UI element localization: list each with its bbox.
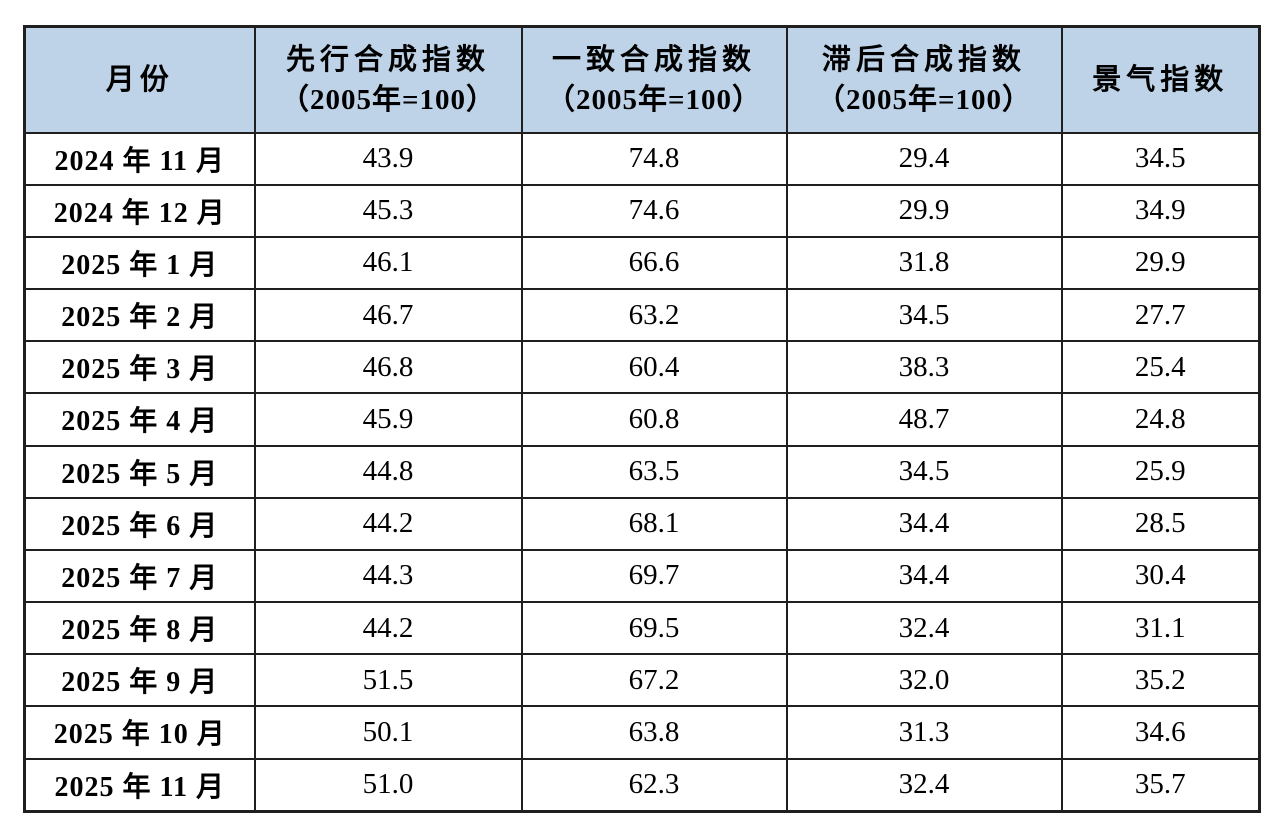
table-body: 2024 年 11 月 43.9 74.8 29.4 34.5 2024 年 1… bbox=[23, 131, 1261, 813]
leading-value-cell: 44.3 bbox=[253, 548, 523, 604]
leading-value-cell: 50.1 bbox=[253, 705, 523, 760]
table-header: 月份 先行合成指数 （2005年=100） 一致合成指数 （2005年=100）… bbox=[23, 25, 1261, 134]
month-cell: 2025 年 8 月 bbox=[23, 601, 256, 656]
month-cell: 2025 年 11 月 bbox=[23, 757, 256, 813]
leading-value-cell: 45.3 bbox=[253, 183, 523, 238]
month-cell: 2025 年 9 月 bbox=[23, 653, 256, 708]
leading-value-cell: 44.2 bbox=[253, 601, 523, 656]
coincident-value-cell: 62.3 bbox=[520, 757, 788, 813]
table-row: 2025 年 6 月 44.2 68.1 34.4 28.5 bbox=[23, 496, 1261, 551]
coincident-value-cell: 60.4 bbox=[520, 340, 788, 395]
col-header-prosperity-index: 景气指数 bbox=[1060, 25, 1261, 134]
coincident-value-cell: 63.2 bbox=[520, 288, 788, 343]
coincident-value-cell: 66.6 bbox=[520, 235, 788, 291]
coincident-value-cell: 63.8 bbox=[520, 705, 788, 760]
lagging-value-cell: 29.9 bbox=[785, 183, 1063, 238]
leading-value-cell: 43.9 bbox=[253, 131, 523, 186]
lagging-value-cell: 32.0 bbox=[785, 653, 1063, 708]
leading-value-cell: 46.1 bbox=[253, 235, 523, 291]
table-row: 2025 年 2 月 46.7 63.2 34.5 27.7 bbox=[23, 288, 1261, 343]
leading-value-cell: 46.8 bbox=[253, 340, 523, 395]
month-cell: 2025 年 4 月 bbox=[23, 392, 256, 447]
col-header-month-label: 月份 bbox=[105, 63, 174, 96]
table-row: 2024 年 12 月 45.3 74.6 29.9 34.9 bbox=[23, 183, 1261, 238]
prosperity-value-cell: 24.8 bbox=[1060, 392, 1261, 447]
col-header-lagging-subtitle: （2005年=100） bbox=[815, 83, 1033, 116]
header-row: 月份 先行合成指数 （2005年=100） 一致合成指数 （2005年=100）… bbox=[23, 25, 1261, 134]
lagging-value-cell: 48.7 bbox=[785, 392, 1063, 447]
col-header-month: 月份 bbox=[23, 25, 256, 134]
coincident-value-cell: 69.5 bbox=[520, 601, 788, 656]
index-data-table: 月份 先行合成指数 （2005年=100） 一致合成指数 （2005年=100）… bbox=[23, 25, 1261, 813]
lagging-value-cell: 31.3 bbox=[785, 705, 1063, 760]
leading-value-cell: 44.8 bbox=[253, 444, 523, 499]
month-cell: 2025 年 7 月 bbox=[23, 548, 256, 604]
coincident-value-cell: 68.1 bbox=[520, 496, 788, 551]
table-row: 2025 年 8 月 44.2 69.5 32.4 31.1 bbox=[23, 601, 1261, 656]
prosperity-value-cell: 31.1 bbox=[1060, 601, 1261, 656]
lagging-value-cell: 32.4 bbox=[785, 601, 1063, 656]
lagging-value-cell: 31.8 bbox=[785, 235, 1063, 291]
month-cell: 2024 年 11 月 bbox=[23, 131, 256, 186]
lagging-value-cell: 34.4 bbox=[785, 548, 1063, 604]
col-header-coincident-index: 一致合成指数 （2005年=100） bbox=[520, 25, 788, 134]
prosperity-value-cell: 25.4 bbox=[1060, 340, 1261, 395]
leading-value-cell: 45.9 bbox=[253, 392, 523, 447]
lagging-value-cell: 29.4 bbox=[785, 131, 1063, 186]
prosperity-value-cell: 35.2 bbox=[1060, 653, 1261, 708]
prosperity-value-cell: 30.4 bbox=[1060, 548, 1261, 604]
table-row: 2024 年 11 月 43.9 74.8 29.4 34.5 bbox=[23, 131, 1261, 186]
month-cell: 2025 年 6 月 bbox=[23, 496, 256, 551]
table-row: 2025 年 9 月 51.5 67.2 32.0 35.2 bbox=[23, 653, 1261, 708]
leading-value-cell: 46.7 bbox=[253, 288, 523, 343]
table-row: 2025 年 5 月 44.8 63.5 34.5 25.9 bbox=[23, 444, 1261, 499]
coincident-value-cell: 69.7 bbox=[520, 548, 788, 604]
prosperity-value-cell: 34.9 bbox=[1060, 183, 1261, 238]
leading-value-cell: 44.2 bbox=[253, 496, 523, 551]
col-header-leading-index: 先行合成指数 （2005年=100） bbox=[253, 25, 523, 134]
table-row: 2025 年 10 月 50.1 63.8 31.3 34.6 bbox=[23, 705, 1261, 760]
prosperity-value-cell: 34.5 bbox=[1060, 131, 1261, 186]
leading-value-cell: 51.0 bbox=[253, 757, 523, 813]
lagging-value-cell: 34.4 bbox=[785, 496, 1063, 551]
prosperity-value-cell: 35.7 bbox=[1060, 757, 1261, 813]
coincident-value-cell: 67.2 bbox=[520, 653, 788, 708]
coincident-value-cell: 74.6 bbox=[520, 183, 788, 238]
table-row: 2025 年 3 月 46.8 60.4 38.3 25.4 bbox=[23, 340, 1261, 395]
col-header-lagging-title: 滞后合成指数 bbox=[821, 43, 1026, 76]
prosperity-value-cell: 29.9 bbox=[1060, 235, 1261, 291]
lagging-value-cell: 34.5 bbox=[785, 288, 1063, 343]
prosperity-value-cell: 34.6 bbox=[1060, 705, 1261, 760]
col-header-prosperity-label: 景气指数 bbox=[1092, 63, 1229, 96]
prosperity-value-cell: 28.5 bbox=[1060, 496, 1261, 551]
month-cell: 2025 年 2 月 bbox=[23, 288, 256, 343]
prosperity-value-cell: 27.7 bbox=[1060, 288, 1261, 343]
month-cell: 2025 年 10 月 bbox=[23, 705, 256, 760]
coincident-value-cell: 74.8 bbox=[520, 131, 788, 186]
col-header-leading-subtitle: （2005年=100） bbox=[279, 83, 497, 116]
month-cell: 2025 年 3 月 bbox=[23, 340, 256, 395]
col-header-coincident-title: 一致合成指数 bbox=[551, 43, 756, 76]
col-header-lagging-index: 滞后合成指数 （2005年=100） bbox=[785, 25, 1063, 134]
col-header-leading-title: 先行合成指数 bbox=[285, 43, 490, 76]
month-cell: 2025 年 5 月 bbox=[23, 444, 256, 499]
lagging-value-cell: 38.3 bbox=[785, 340, 1063, 395]
table-row: 2025 年 7 月 44.3 69.7 34.4 30.4 bbox=[23, 548, 1261, 604]
lagging-value-cell: 34.5 bbox=[785, 444, 1063, 499]
col-header-coincident-subtitle: （2005年=100） bbox=[545, 83, 763, 116]
table-row: 2025 年 1 月 46.1 66.6 31.8 29.9 bbox=[23, 235, 1261, 291]
table-row: 2025 年 4 月 45.9 60.8 48.7 24.8 bbox=[23, 392, 1261, 447]
month-cell: 2024 年 12 月 bbox=[23, 183, 256, 238]
coincident-value-cell: 60.8 bbox=[520, 392, 788, 447]
coincident-value-cell: 63.5 bbox=[520, 444, 788, 499]
table-row: 2025 年 11 月 51.0 62.3 32.4 35.7 bbox=[23, 757, 1261, 813]
prosperity-value-cell: 25.9 bbox=[1060, 444, 1261, 499]
month-cell: 2025 年 1 月 bbox=[23, 235, 256, 291]
lagging-value-cell: 32.4 bbox=[785, 757, 1063, 813]
leading-value-cell: 51.5 bbox=[253, 653, 523, 708]
